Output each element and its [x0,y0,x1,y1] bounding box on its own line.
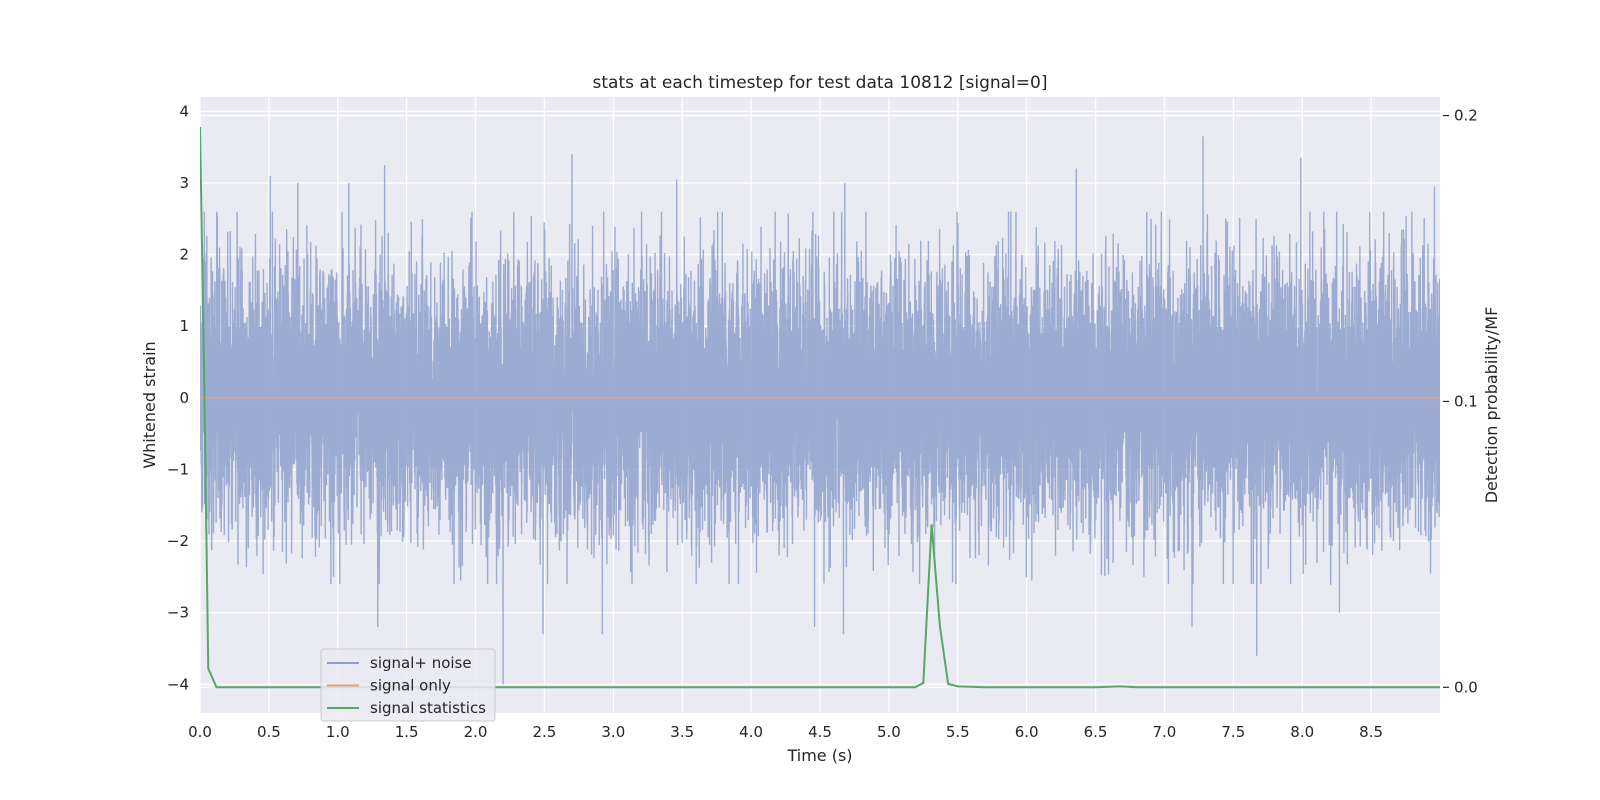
series-signal-statistics [200,126,1440,689]
x-axis: 0.0 0.5 1.0 1.5 2.0 2.5 3.0 3.5 4.0 4.5 5.0 5.5 6.0 6… [188,723,1383,741]
y-tick-label: 3 [179,174,189,192]
legend-entry: signal+ noise [370,654,472,672]
y2-tick-label: 0.2 [1454,107,1478,125]
x-tick-label: 6.0 [1015,723,1039,741]
x-tick-label: 4.5 [808,723,832,741]
y2-tick-label: 0.0 [1454,678,1478,696]
y-axis-right: 0.0 0.1 0.2 [1443,107,1478,696]
plot-series [200,126,1440,689]
x-tick-label: 0.0 [188,723,212,741]
x-tick-label: 6.5 [1084,723,1108,741]
x-tick-label: 0.5 [257,723,281,741]
chart-title: stats at each timestep for test data 108… [593,73,1048,93]
y2-axis-label: Detection probability/MF [1482,307,1501,504]
y2-tick-label: 0.1 [1454,392,1478,410]
y-axis-label: Whitened strain [140,341,159,468]
x-tick-label: 2.0 [464,723,488,741]
x-tick-label: 5.0 [877,723,901,741]
legend-entry: signal statistics [370,699,486,717]
x-tick-label: 1.5 [395,723,419,741]
y-tick-label: −1 [167,460,189,478]
x-tick-label: 3.0 [601,723,625,741]
y-tick-label: 1 [179,317,189,335]
x-tick-label: 2.5 [533,723,557,741]
legend-box [320,648,496,722]
x-tick-label: 3.5 [670,723,694,741]
y-tick-label: 2 [179,246,189,264]
y-tick-label: −3 [167,604,189,622]
y-tick-label: −4 [167,675,189,693]
x-tick-label: 8.5 [1359,723,1383,741]
y-tick-label: 0 [179,389,189,407]
x-tick-label: 8.0 [1290,723,1314,741]
x-tick-label: 7.5 [1221,723,1245,741]
legend-entry: signal only [370,677,451,695]
x-tick-label: 1.0 [326,723,350,741]
y-axis-left: −4 −3 −2 −1 0 1 2 3 4 [167,102,189,693]
legend: signal+ noise signal only signal statistic… [320,648,496,722]
x-tick-label: 5.5 [946,723,970,741]
y-tick-label: 4 [179,102,189,120]
y-tick-label: −2 [167,532,189,550]
x-tick-label: 4.0 [739,723,763,741]
x-tick-label: 7.0 [1153,723,1177,741]
x-axis-label: Time (s) [786,746,852,765]
series-signal-noise [200,136,1440,685]
